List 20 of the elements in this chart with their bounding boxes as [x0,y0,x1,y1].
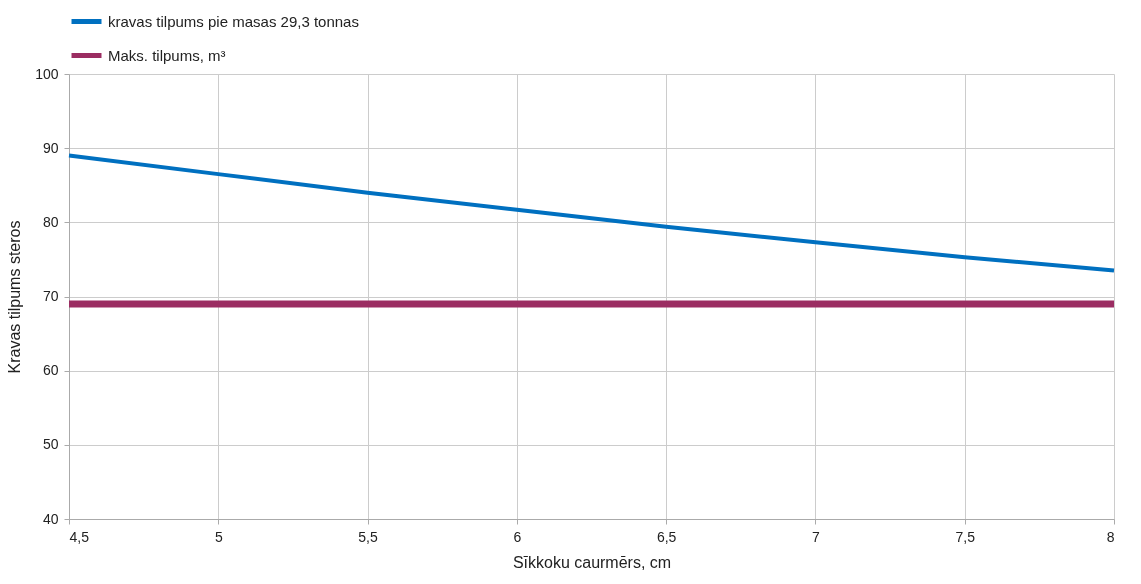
y-tick-label: 80 [42,213,59,230]
x-tick-label: 7,5 [955,528,976,545]
y-axis-title: Kravas tilpums steros [6,220,24,374]
line-series [67,153,1116,273]
x-tick-label: 6 [513,528,522,545]
x-tick-label: 5,5 [358,528,379,545]
y-tick-label: 50 [42,436,59,453]
y-tick-label: 60 [42,362,59,379]
legend-label: kravas tilpums pie masas 29,3 tonnas [108,12,359,30]
x-tick-label: 8 [1106,528,1115,545]
x-tick-label: 5 [214,528,223,545]
x-tick-label: 4,5 [69,528,90,545]
x-axis-title: Sīkkoku caurmērs, cm [512,553,672,571]
y-tick-label: 70 [42,288,59,304]
x-tick-label: 6,5 [656,528,677,545]
legend-label: Maks. tilpums, m³ [108,46,226,64]
y-tick-label: 40 [42,510,59,527]
y-tick-label: 90 [42,139,59,156]
y-tick-label: 100 [35,65,59,82]
x-tick-label: 7 [812,528,821,545]
